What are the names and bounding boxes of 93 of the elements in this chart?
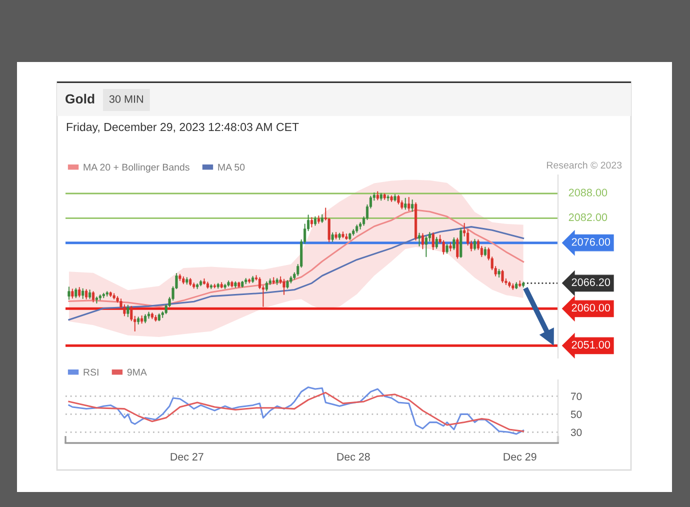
ref-line-label: 2088.00 — [568, 188, 608, 196]
candlestick — [213, 284, 216, 288]
y-tick-label: 70 — [571, 392, 582, 400]
candlestick — [224, 284, 226, 290]
candlestick — [376, 191, 379, 200]
candlestick — [82, 288, 84, 299]
ref-line-label: 2076.00 — [572, 238, 610, 246]
candlestick — [150, 312, 154, 320]
legend-label: 9MA — [127, 368, 147, 376]
candlestick — [202, 278, 206, 285]
candlestick — [88, 290, 92, 299]
candlestick — [512, 283, 514, 290]
x-tick-label: Dec 28 — [337, 453, 370, 461]
ref-line-label: 2051.00 — [572, 340, 610, 349]
candlestick — [272, 277, 275, 284]
candlestick — [408, 196, 410, 211]
candlestick — [210, 284, 212, 290]
candlestick — [418, 232, 421, 246]
candlestick — [424, 236, 428, 258]
candlestick — [106, 291, 108, 297]
candlestick — [282, 278, 286, 295]
candlestick — [394, 194, 396, 202]
candlestick — [286, 280, 289, 289]
candlestick — [320, 214, 324, 223]
candlestick — [178, 274, 182, 281]
candlestick — [498, 268, 500, 278]
candlestick — [331, 232, 334, 242]
candlestick — [338, 232, 341, 240]
candlestick — [515, 282, 518, 290]
candlestick — [241, 280, 244, 288]
candlestick — [356, 224, 358, 233]
x-tick-label: Dec 29 — [504, 453, 536, 461]
candlestick — [109, 292, 112, 297]
candlestick — [435, 236, 438, 249]
candlestick — [234, 281, 237, 288]
candlestick — [386, 194, 390, 202]
text: 30 MIN — [109, 95, 143, 103]
candlestick — [154, 315, 157, 322]
candlestick — [334, 232, 338, 240]
legend-label: MA 20 + Bollinger Bands — [84, 164, 190, 173]
legend-label: RSI — [84, 368, 98, 376]
candlestick — [68, 286, 70, 300]
candlestick — [95, 296, 98, 304]
ref-line-label: 2082.00 — [568, 213, 608, 222]
candlestick — [186, 277, 188, 285]
candlestick — [404, 198, 407, 210]
candlestick — [310, 217, 314, 228]
candlestick — [98, 294, 102, 300]
candlestick — [230, 280, 234, 288]
candlestick — [244, 278, 248, 284]
chart-subtitle: Friday, December 29, 2023 12:48:03 AM CET — [66, 122, 299, 134]
candlestick — [182, 276, 185, 284]
candlestick — [140, 315, 144, 324]
candlestick — [522, 282, 525, 288]
y-tick-label: 50 — [570, 410, 582, 418]
text: Research © 2023 — [547, 161, 622, 169]
ref-line-label: 2066.20 — [572, 278, 610, 286]
candlestick — [102, 292, 105, 298]
candlestick — [189, 278, 192, 286]
candlestick — [238, 282, 240, 288]
candlestick — [348, 232, 352, 240]
x-tick-label: Dec 27 — [170, 453, 204, 461]
candlestick — [137, 316, 140, 324]
candlestick — [112, 293, 116, 300]
candlestick — [380, 192, 382, 201]
candlestick — [199, 280, 202, 286]
candlestick — [78, 287, 81, 298]
ref-line-label: 2060.00 — [572, 304, 610, 312]
candlestick — [276, 278, 278, 286]
candlestick — [248, 278, 251, 284]
line-series — [68, 386, 524, 435]
candlestick — [390, 195, 393, 202]
candlestick — [518, 280, 522, 288]
candlestick — [158, 313, 160, 322]
legend-label: MA 50 — [218, 164, 245, 171]
candlestick — [508, 281, 511, 288]
candlestick — [452, 237, 456, 250]
candlestick — [71, 288, 74, 299]
candlestick — [449, 242, 452, 252]
candlestick — [342, 232, 344, 238]
candlestick — [317, 216, 320, 224]
candlestick — [126, 304, 130, 318]
candlestick — [220, 282, 223, 288]
line-series — [68, 392, 524, 432]
candlestick — [196, 283, 199, 290]
candlestick — [227, 280, 230, 287]
candlestick — [216, 282, 220, 289]
y-tick-label: 30 — [570, 428, 582, 436]
candlestick — [411, 199, 414, 212]
candlestick — [345, 234, 348, 240]
candlestick — [383, 193, 386, 200]
candlestick — [206, 282, 209, 289]
chart-title: Gold — [66, 94, 94, 104]
